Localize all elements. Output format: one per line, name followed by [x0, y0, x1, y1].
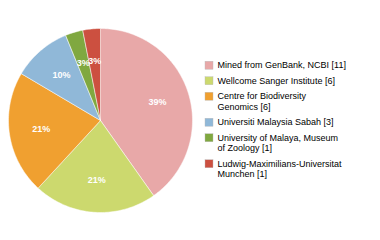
- svg-text:10%: 10%: [52, 70, 70, 80]
- svg-text:Centre for BiodiversityGenomic: Centre for BiodiversityGenomics [6]: [218, 91, 307, 112]
- svg-text:3%: 3%: [88, 56, 101, 66]
- svg-text:Wellcome Sanger Institute [6]: Wellcome Sanger Institute [6]: [218, 76, 335, 86]
- svg-text:University of Malaya, Museumof: University of Malaya, Museumof Zoology […: [218, 133, 339, 154]
- svg-text:Mined from GenBank, NCBI [11]: Mined from GenBank, NCBI [11]: [218, 60, 346, 70]
- svg-text:Ludwig-Maximilians-Universitat: Ludwig-Maximilians-UniversitatMunchen [1…: [218, 159, 343, 180]
- svg-text:21%: 21%: [88, 175, 106, 185]
- svg-text:3%: 3%: [76, 58, 90, 69]
- svg-text:Universiti Malaysia Sabah [3]: Universiti Malaysia Sabah [3]: [218, 117, 334, 127]
- svg-text:39%: 39%: [148, 97, 166, 107]
- svg-text:21%: 21%: [32, 124, 50, 134]
